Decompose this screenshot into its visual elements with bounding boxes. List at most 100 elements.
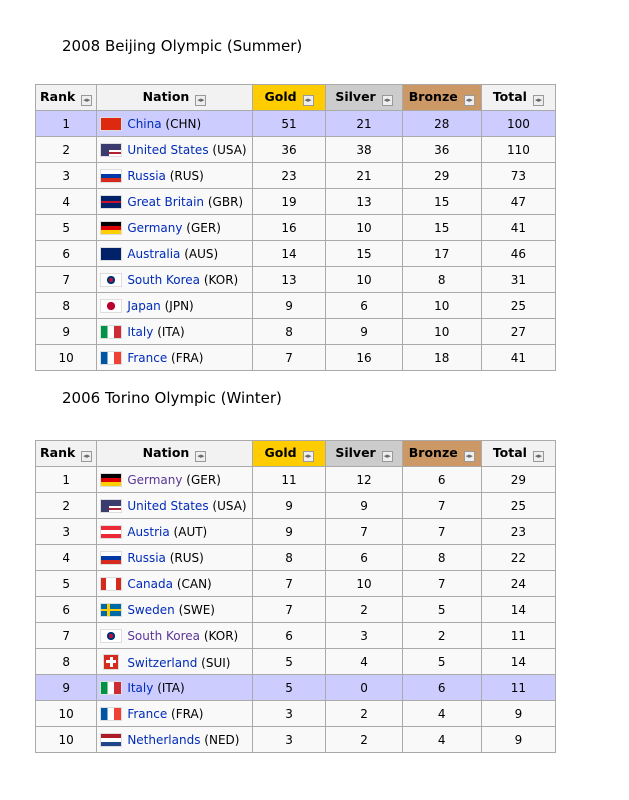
gold-cell: 13 bbox=[251, 266, 327, 293]
column-header-bronze[interactable]: Bronze ◂▸ bbox=[401, 440, 482, 467]
sort-arrows-icon[interactable]: ◂▸ bbox=[381, 451, 393, 462]
bronze-cell: 6 bbox=[401, 674, 482, 701]
total-cell: 9 bbox=[480, 700, 557, 727]
nation-link[interactable]: Germany bbox=[127, 472, 183, 487]
nation-link[interactable]: South Korea bbox=[127, 628, 201, 643]
bronze-cell: 28 bbox=[401, 110, 482, 137]
rank-cell: 7 bbox=[34, 622, 98, 649]
bronze-cell: 6 bbox=[401, 466, 482, 493]
nation-link[interactable]: United States bbox=[127, 498, 209, 513]
table-row: 2 United States (USA) 9 9 7 25 bbox=[34, 492, 557, 519]
country-code: (ITA) bbox=[157, 680, 185, 695]
total-cell: 24 bbox=[480, 570, 557, 597]
column-header-rank[interactable]: Rank ◂▸ bbox=[34, 84, 98, 111]
nation-link[interactable]: Japan bbox=[127, 298, 161, 313]
rank-cell: 1 bbox=[34, 466, 98, 493]
table-row: 1 Germany (GER) 11 12 6 29 bbox=[34, 466, 557, 493]
bronze-cell: 15 bbox=[401, 214, 482, 241]
silver-cell: 3 bbox=[325, 622, 403, 649]
nation-link[interactable]: Australia bbox=[127, 246, 181, 261]
nation-link[interactable]: Italy bbox=[127, 680, 154, 695]
rank-cell: 10 bbox=[34, 726, 98, 753]
nation-link[interactable]: Russia bbox=[127, 168, 166, 183]
bronze-cell: 7 bbox=[401, 570, 482, 597]
nation-cell: Great Britain (GBR) bbox=[96, 188, 253, 215]
rank-cell: 4 bbox=[34, 544, 98, 571]
nation-link[interactable]: Russia bbox=[127, 550, 166, 565]
country-code: (CAN) bbox=[176, 576, 212, 591]
table-row: 8 Switzerland (SUI) 5 4 5 14 bbox=[34, 648, 557, 675]
table-row: 2 United States (USA) 36 38 36 110 bbox=[34, 136, 557, 163]
flag-can-icon bbox=[100, 576, 123, 591]
sort-arrows-icon[interactable]: ◂▸ bbox=[81, 451, 93, 462]
rank-cell: 5 bbox=[34, 214, 98, 241]
column-header-bronze[interactable]: Bronze ◂▸ bbox=[401, 84, 482, 111]
table-row: 4 Russia (RUS) 8 6 8 22 bbox=[34, 544, 557, 571]
sort-arrows-icon[interactable]: ◂▸ bbox=[302, 95, 314, 106]
column-header-silver[interactable]: Silver ◂▸ bbox=[325, 440, 403, 467]
column-header-nation[interactable]: Nation ◂▸ bbox=[96, 440, 253, 467]
total-cell: 29 bbox=[480, 466, 557, 493]
column-header-silver[interactable]: Silver ◂▸ bbox=[325, 84, 403, 111]
sort-arrows-icon[interactable]: ◂▸ bbox=[81, 95, 93, 106]
nation-cell: Netherlands (NED) bbox=[96, 726, 253, 753]
sort-arrows-icon[interactable]: ◂▸ bbox=[463, 451, 475, 462]
summer-medal-table: Rank ◂▸ Nation ◂▸ Gold ◂▸ Silver ◂▸ Bronze ◂▸ Tota… bbox=[34, 84, 557, 371]
flag-rus-icon bbox=[100, 168, 123, 183]
country-code: (ITA) bbox=[157, 324, 185, 339]
nation-link[interactable]: Canada bbox=[127, 576, 173, 591]
nation-link[interactable]: Great Britain bbox=[127, 194, 205, 209]
nation-link[interactable]: Germany bbox=[127, 220, 183, 235]
nation-cell: Australia (AUS) bbox=[96, 240, 253, 267]
column-header-total[interactable]: Total ◂▸ bbox=[480, 440, 557, 467]
nation-link[interactable]: South Korea bbox=[127, 272, 201, 287]
nation-link[interactable]: France bbox=[127, 350, 168, 365]
sort-arrows-icon[interactable]: ◂▸ bbox=[195, 95, 207, 106]
nation-link[interactable]: Sweden bbox=[127, 602, 175, 617]
nation-cell: United States (USA) bbox=[96, 136, 253, 163]
country-code: (CHN) bbox=[165, 116, 202, 131]
column-header-gold[interactable]: Gold ◂▸ bbox=[251, 440, 327, 467]
nation-cell: China (CHN) bbox=[96, 110, 253, 137]
gold-cell: 14 bbox=[251, 240, 327, 267]
sort-arrows-icon[interactable]: ◂▸ bbox=[532, 95, 544, 106]
header-row: Rank ◂▸ Nation ◂▸ Gold ◂▸ Silver ◂▸ Bronze ◂▸ Tota… bbox=[34, 84, 557, 111]
nation-link[interactable]: Netherlands bbox=[127, 732, 201, 747]
bronze-cell: 8 bbox=[401, 266, 482, 293]
rank-cell: 2 bbox=[34, 136, 98, 163]
silver-cell: 9 bbox=[325, 318, 403, 345]
nation-cell: Switzerland (SUI) bbox=[96, 648, 253, 675]
total-cell: 14 bbox=[480, 596, 557, 623]
nation-cell: Canada (CAN) bbox=[96, 570, 253, 597]
column-header-rank[interactable]: Rank ◂▸ bbox=[34, 440, 98, 467]
gold-cell: 7 bbox=[251, 344, 327, 371]
nation-link[interactable]: Switzerland bbox=[127, 655, 198, 670]
country-code: (SUI) bbox=[201, 655, 231, 670]
flag-kor-icon bbox=[100, 272, 123, 287]
bronze-cell: 5 bbox=[401, 596, 482, 623]
flag-ger-icon bbox=[100, 220, 123, 235]
sort-arrows-icon[interactable]: ◂▸ bbox=[195, 451, 207, 462]
total-cell: 11 bbox=[480, 674, 557, 701]
column-header-total[interactable]: Total ◂▸ bbox=[480, 84, 557, 111]
silver-cell: 10 bbox=[325, 214, 403, 241]
nation-link[interactable]: Italy bbox=[127, 324, 154, 339]
gold-cell: 8 bbox=[251, 318, 327, 345]
nation-cell: Italy (ITA) bbox=[96, 318, 253, 345]
sort-arrows-icon[interactable]: ◂▸ bbox=[302, 451, 314, 462]
silver-cell: 0 bbox=[325, 674, 403, 701]
column-header-nation[interactable]: Nation ◂▸ bbox=[96, 84, 253, 111]
sort-arrows-icon[interactable]: ◂▸ bbox=[532, 451, 544, 462]
nation-cell: South Korea (KOR) bbox=[96, 266, 253, 293]
country-code: (FRA) bbox=[171, 706, 204, 721]
nation-link[interactable]: France bbox=[127, 706, 168, 721]
column-header-gold[interactable]: Gold ◂▸ bbox=[251, 84, 327, 111]
nation-cell: France (FRA) bbox=[96, 700, 253, 727]
nation-link[interactable]: United States bbox=[127, 142, 209, 157]
sort-arrows-icon[interactable]: ◂▸ bbox=[381, 95, 393, 106]
nation-link[interactable]: China bbox=[127, 116, 162, 131]
silver-cell: 10 bbox=[325, 570, 403, 597]
nation-link[interactable]: Austria bbox=[127, 524, 170, 539]
rank-cell: 3 bbox=[34, 162, 98, 189]
sort-arrows-icon[interactable]: ◂▸ bbox=[463, 95, 475, 106]
